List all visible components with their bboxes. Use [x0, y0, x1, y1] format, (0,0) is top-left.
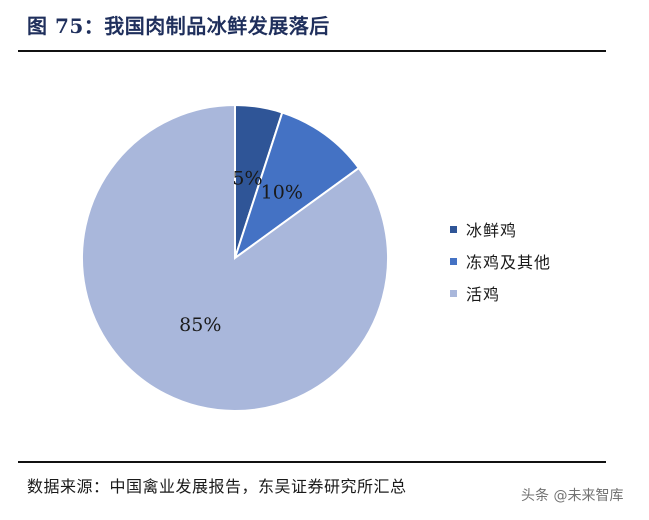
legend-label: 冻鸡及其他 — [466, 253, 552, 272]
title-rule — [18, 50, 606, 52]
legend-label: 冰鲜鸡 — [466, 221, 518, 240]
legend-swatch-2 — [450, 289, 457, 297]
legend-swatch-0 — [450, 225, 457, 233]
legend-item: 冰鲜鸡 — [450, 213, 551, 245]
pie-value-label-1: 10% — [261, 182, 303, 204]
legend-label: 活鸡 — [466, 285, 501, 304]
pie-slice-1 — [233, 111, 361, 261]
chart-legend: 冰鲜鸡 冻鸡及其他 活鸡 — [450, 213, 551, 309]
legend-item: 冻鸡及其他 — [450, 245, 551, 277]
source-rule — [18, 461, 606, 463]
legend-swatch-1 — [450, 257, 457, 265]
pie-labels: 5%10% 85% — [179, 167, 303, 336]
pie-value-label-0: 5% — [232, 167, 262, 189]
pie-slice-2 — [81, 103, 389, 412]
pie-slices — [81, 103, 389, 412]
pie-value-label-2: 85% — [179, 314, 221, 336]
pie-chart: 5%10% 85% — [81, 103, 389, 412]
legend-item: 活鸡 — [450, 277, 551, 309]
figure-title: 图 75：我国肉制品冰鲜发展落后 — [27, 14, 330, 38]
watermark: 头条 @未来智库 — [521, 488, 624, 504]
source-note: 数据来源：中国禽业发展报告，东吴证券研究所汇总 — [27, 477, 407, 496]
